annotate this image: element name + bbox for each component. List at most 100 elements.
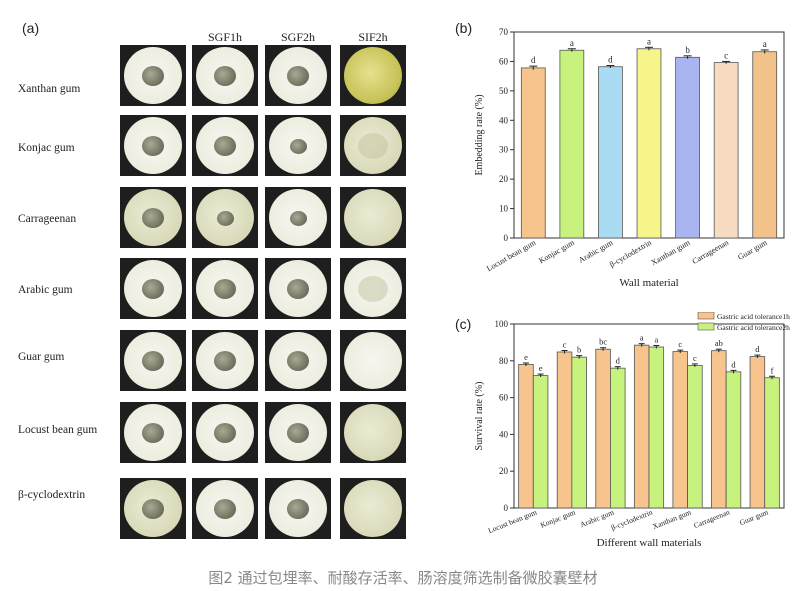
significance-label: c — [563, 339, 567, 349]
micrograph — [120, 402, 186, 463]
x-tick-label: Carrageenan — [691, 238, 731, 266]
legend-swatch — [697, 312, 715, 320]
micrograph — [265, 258, 331, 319]
row-label-cyclodextrin: β-cyclodextrin — [18, 489, 86, 501]
x-axis-label: Different wall materials — [597, 537, 702, 549]
bar — [675, 56, 700, 239]
significance-label: c — [678, 339, 682, 349]
x-tick-label: Xanthan gum — [650, 238, 693, 268]
y-tick-label: 40 — [499, 429, 509, 439]
significance-label: a — [763, 39, 767, 49]
row-label-konjac: Konjac gum — [18, 142, 75, 154]
significance-label: a — [570, 38, 574, 48]
column-header-sgf2h: SGF2h — [280, 30, 315, 44]
significance-label: c — [724, 50, 728, 60]
y-tick-label: 60 — [499, 56, 509, 66]
significance-label: bc — [599, 337, 607, 347]
row-label-xanthan: Xanthan gum — [18, 83, 81, 95]
x-tick-label: β-cyclodextrin — [608, 238, 653, 269]
bar — [595, 348, 611, 509]
micrograph — [192, 187, 258, 248]
bar — [610, 367, 626, 509]
micrograph — [192, 330, 258, 391]
x-tick-label: Guar gum — [738, 507, 770, 527]
significance-label: f — [771, 365, 774, 375]
micrograph — [120, 258, 186, 319]
y-axis-label: Survival rate (%) — [474, 382, 485, 451]
column-header-sgf1h: SGF1h — [207, 30, 242, 44]
bar — [687, 365, 703, 509]
significance-label: d — [731, 359, 736, 369]
significance-label: b — [577, 345, 581, 355]
bar — [636, 48, 662, 239]
y-tick-label: 30 — [499, 145, 509, 155]
micrograph — [192, 258, 258, 319]
x-tick-label: Xanthan gum — [651, 507, 692, 531]
micrograph — [120, 115, 186, 176]
bar — [749, 356, 766, 509]
significance-label: d — [531, 55, 536, 65]
bar — [764, 377, 780, 509]
micrograph — [120, 478, 186, 539]
bar — [532, 375, 549, 509]
significance-label: d — [608, 55, 613, 65]
micrograph — [265, 330, 331, 391]
y-tick-label: 0 — [504, 503, 509, 513]
micrograph — [265, 402, 331, 463]
significance-label: a — [640, 333, 644, 343]
significance-label: a — [654, 335, 658, 345]
x-tick-label: β-cyclodextrin — [610, 507, 654, 532]
y-tick-label: 20 — [499, 174, 509, 184]
significance-label: c — [693, 353, 697, 363]
significance-label: a — [647, 36, 651, 46]
micrograph — [265, 45, 331, 106]
x-axis-label: Wall material — [619, 277, 678, 289]
panel-a-label: (a) — [22, 20, 40, 36]
significance-label: d — [755, 344, 760, 354]
y-tick-label: 100 — [495, 319, 509, 329]
significance-label: e — [524, 352, 528, 362]
significance-label: d — [616, 356, 621, 366]
embedding-rate-chart: 0 10 20 30 40 50 60 70 d Locust bean gum a Konjac g… — [474, 27, 785, 289]
bar — [711, 350, 727, 509]
legend-swatch — [697, 322, 715, 331]
y-tick-label: 40 — [499, 115, 509, 125]
legend-label: Gastric acid tolerance1h — [717, 312, 790, 321]
significance-label: b — [685, 45, 690, 55]
significance-label: ab — [715, 338, 723, 348]
y-tick-label: 20 — [499, 466, 509, 476]
bar — [672, 351, 688, 509]
micrograph — [340, 187, 406, 248]
bar — [520, 67, 546, 239]
row-label-arabic: Arabic gum — [18, 284, 73, 296]
micrograph — [120, 45, 186, 106]
micrograph — [340, 115, 406, 176]
bar — [725, 371, 742, 509]
bar — [648, 346, 665, 509]
x-tick-label: Guar gum — [736, 238, 769, 262]
y-tick-label: 70 — [499, 27, 509, 37]
micrograph — [340, 478, 406, 539]
y-tick-label: 50 — [499, 86, 509, 96]
bar — [752, 51, 778, 239]
micrograph — [120, 330, 186, 391]
micrograph — [265, 187, 331, 248]
micrograph — [192, 115, 258, 176]
micrograph — [340, 45, 406, 106]
figure-caption: 图2 通过包埋率、耐酸存活率、肠溶度筛选制备微胶囊壁材 — [208, 569, 598, 587]
micrograph — [192, 478, 258, 539]
row-label-carrageenan: Carrageenan — [18, 213, 77, 225]
bar — [598, 66, 623, 239]
panel-c-label: (c) — [455, 316, 472, 332]
bar — [518, 364, 534, 509]
micrograph — [340, 258, 406, 319]
bar — [633, 344, 650, 509]
significance-label: e — [539, 363, 543, 373]
micrograph — [340, 330, 406, 391]
micrograph — [192, 402, 258, 463]
panel-b-label: (b) — [455, 20, 473, 36]
y-tick-label: 80 — [499, 356, 509, 366]
bar — [713, 62, 739, 239]
x-tick-label: Konjac gum — [539, 507, 577, 529]
